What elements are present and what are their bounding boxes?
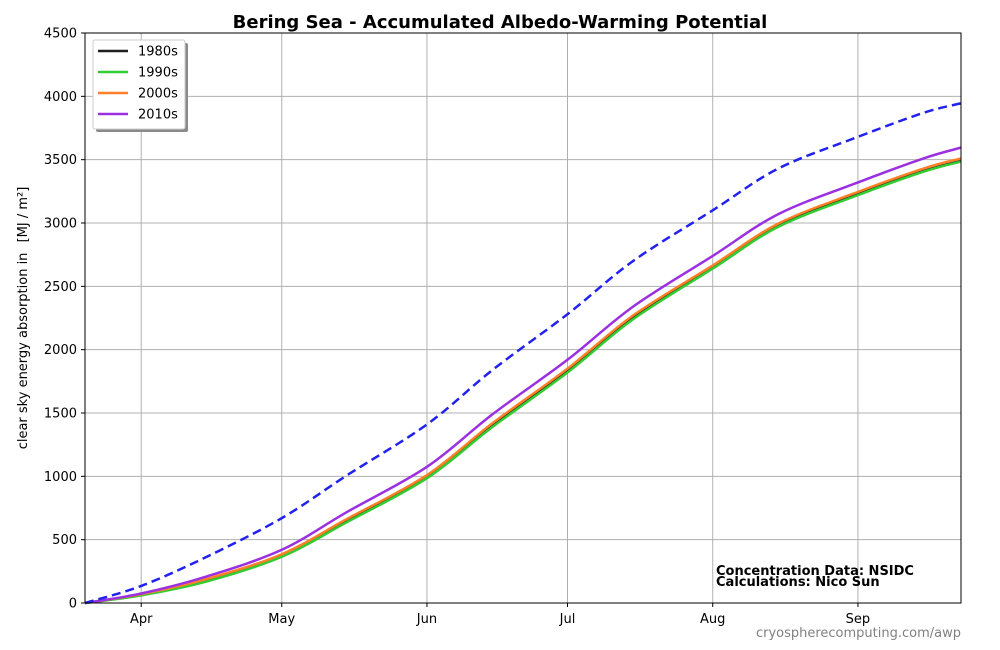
y-tick-label: 4000 [44,90,77,105]
y-axis: 0 500 1000 1500 2000 2500 3000 3500 4000 4500 [44,27,85,612]
y-tick-label: 2500 [44,280,77,295]
plot-frame [84,32,962,604]
y-tick-label: 1500 [44,407,77,422]
legend-label-1990s: 1990s [138,66,178,81]
x-tick-label: Sep [846,612,871,627]
x-tick-label: Jul [559,612,576,627]
annotation-calculations: Calculations: Nico Sun [716,575,880,590]
series-line-1990s [84,160,962,605]
series-line-2000s [84,157,962,605]
x-tick-label: Apr [130,612,153,627]
y-tick-label: 500 [52,533,77,548]
legend: 1980s 1990s 2000s 2010s [92,39,188,132]
credit-url[interactable]: cryospherecomputing.com/awp [756,626,961,641]
series-group [84,102,962,605]
series-line-dashed [84,102,962,605]
x-tick-label: May [268,612,295,627]
y-tick-label: 3500 [44,153,77,168]
legend-label-2000s: 2000s [138,87,178,102]
y-axis-label: clear sky energy absorption in [MJ / m²] [16,187,31,450]
legend-label-2010s: 2010s [138,108,178,123]
annotation-concentration: Concentration Data: NSIDC [716,564,914,579]
y-tick-label: 0 [69,597,77,612]
y-tick-label: 1000 [44,470,77,485]
y-tick-label: 2000 [44,343,77,358]
chart-title: Bering Sea - Accumulated Albedo-Warming … [233,12,768,33]
series-line-2010s [84,146,962,605]
y-axis-label-text: clear sky energy absorption in [16,253,31,450]
y-tick-label: 4500 [44,27,77,42]
x-tick-label: Aug [700,612,725,627]
y-axis-label-unit: [MJ / m²] [16,187,31,243]
legend-box [92,39,186,130]
x-axis: Apr May Jun Jul Aug Sep [130,603,870,627]
x-tick-label: Jun [416,612,437,627]
y-tick-label: 3000 [44,217,77,232]
legend-label-1980s: 1980s [138,45,178,60]
